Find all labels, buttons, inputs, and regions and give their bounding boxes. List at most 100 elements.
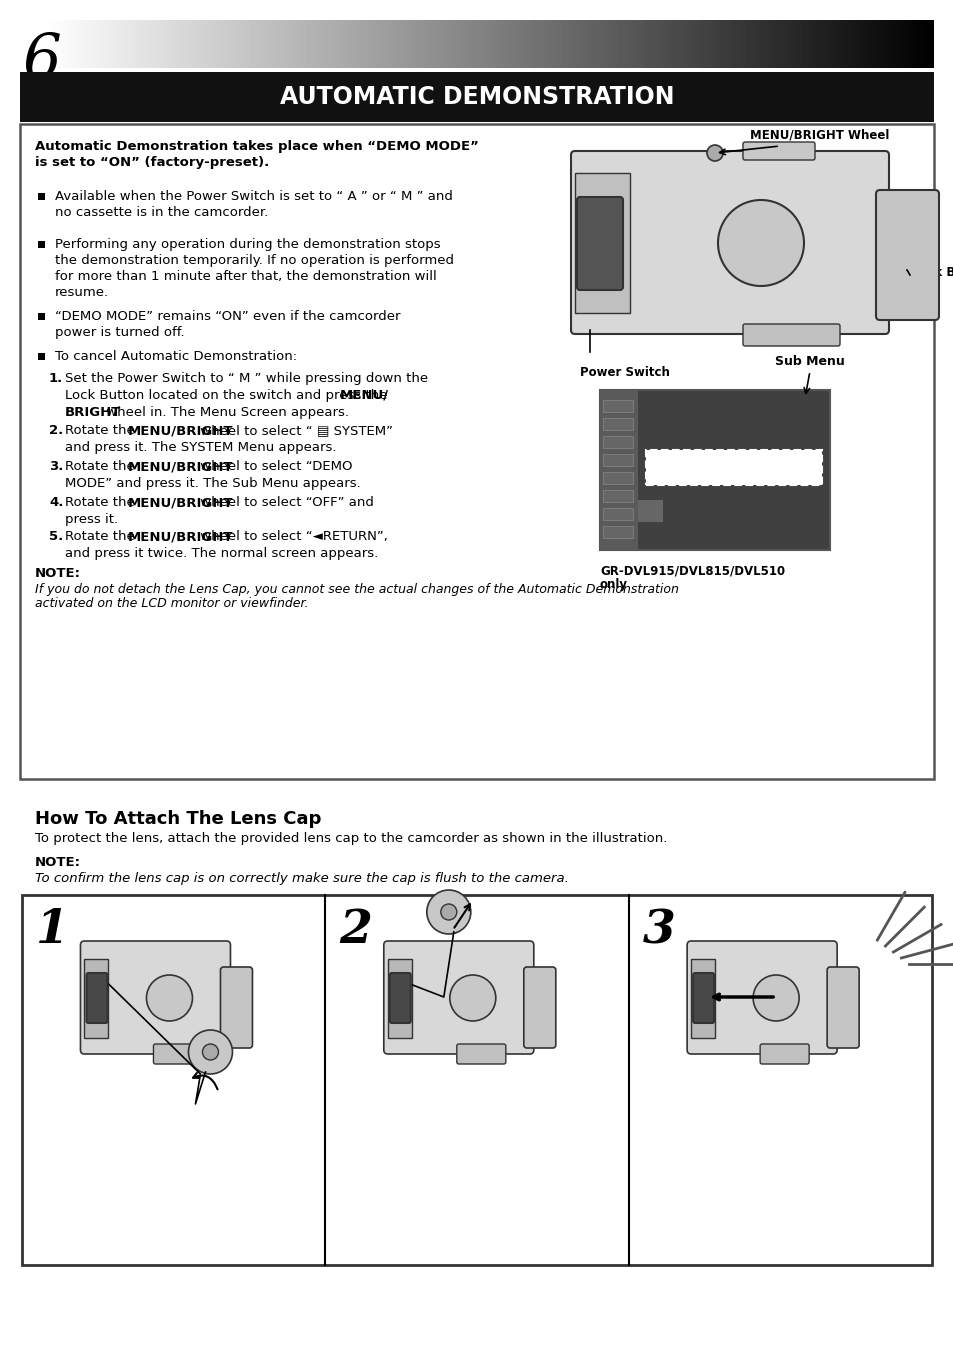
Text: Rotate the: Rotate the <box>65 530 139 543</box>
Bar <box>38 313 45 320</box>
Bar <box>602 400 633 412</box>
Text: NOTE:: NOTE: <box>35 856 81 869</box>
Text: 3.: 3. <box>49 459 63 473</box>
Bar <box>22 896 931 1266</box>
Bar <box>38 241 45 248</box>
Text: MENU/BRIGHT: MENU/BRIGHT <box>128 496 233 509</box>
Text: wheel to select “ ▤ SYSTEM”: wheel to select “ ▤ SYSTEM” <box>195 424 392 438</box>
Text: If you do not detach the Lens Cap, you cannot see the actual changes of the Auto: If you do not detach the Lens Cap, you c… <box>35 583 679 596</box>
Text: To confirm the lens cap is on correctly make sure the cap is flush to the camera: To confirm the lens cap is on correctly … <box>35 873 568 885</box>
FancyBboxPatch shape <box>686 940 836 1054</box>
FancyBboxPatch shape <box>153 1043 202 1064</box>
Bar <box>645 450 821 485</box>
Circle shape <box>752 976 799 1022</box>
Circle shape <box>440 904 456 920</box>
Text: 2.: 2. <box>49 424 63 438</box>
Bar <box>20 125 933 779</box>
Text: only: only <box>599 579 627 591</box>
FancyBboxPatch shape <box>571 150 888 333</box>
Text: for more than 1 minute after that, the demonstration will: for more than 1 minute after that, the d… <box>55 270 436 283</box>
Circle shape <box>189 1030 233 1075</box>
FancyBboxPatch shape <box>875 190 938 320</box>
Circle shape <box>147 976 193 1022</box>
FancyBboxPatch shape <box>760 1043 808 1064</box>
Bar <box>602 491 633 501</box>
Text: MENU/BRIGHT: MENU/BRIGHT <box>128 459 233 473</box>
Text: MENU/BRIGHT Wheel: MENU/BRIGHT Wheel <box>749 127 888 141</box>
Text: 5.: 5. <box>49 530 63 543</box>
Text: MENU/BRIGHT: MENU/BRIGHT <box>128 530 233 543</box>
Text: “DEMO MODE” remains “ON” even if the camcorder: “DEMO MODE” remains “ON” even if the cam… <box>55 310 400 322</box>
FancyBboxPatch shape <box>577 196 622 290</box>
Bar <box>387 959 412 1038</box>
FancyBboxPatch shape <box>826 967 859 1047</box>
FancyBboxPatch shape <box>693 973 714 1023</box>
Text: is set to “ON” (factory-preset).: is set to “ON” (factory-preset). <box>35 156 269 169</box>
FancyBboxPatch shape <box>742 142 814 160</box>
Circle shape <box>426 890 471 934</box>
Text: BRIGHT: BRIGHT <box>65 406 121 419</box>
FancyBboxPatch shape <box>80 940 231 1054</box>
Circle shape <box>706 145 722 161</box>
Bar <box>602 436 633 449</box>
Text: To protect the lens, attach the provided lens cap to the camcorder as shown in t: To protect the lens, attach the provided… <box>35 832 667 846</box>
Bar <box>690 959 715 1038</box>
Text: Automatic Demonstration takes place when “DEMO MODE”: Automatic Demonstration takes place when… <box>35 140 478 153</box>
Text: power is turned off.: power is turned off. <box>55 327 185 339</box>
FancyBboxPatch shape <box>220 967 253 1047</box>
Bar <box>638 500 662 522</box>
Text: To cancel Automatic Demonstration:: To cancel Automatic Demonstration: <box>55 350 296 363</box>
Text: MENU/: MENU/ <box>339 389 388 402</box>
FancyBboxPatch shape <box>390 973 411 1023</box>
Bar <box>602 454 633 466</box>
Text: Lock Button: Lock Button <box>911 266 953 279</box>
Bar <box>599 390 829 550</box>
Text: Rotate the: Rotate the <box>65 496 139 509</box>
Bar <box>602 508 633 520</box>
FancyBboxPatch shape <box>523 967 556 1047</box>
Bar <box>85 959 109 1038</box>
Text: wheel to select “OFF” and: wheel to select “OFF” and <box>195 496 373 509</box>
Text: 3: 3 <box>642 906 675 953</box>
Text: wheel to select “DEMO: wheel to select “DEMO <box>195 459 352 473</box>
Text: GR-DVL915/DVL815/DVL510: GR-DVL915/DVL815/DVL510 <box>599 564 784 577</box>
Bar <box>599 390 638 550</box>
Text: wheel in. The Menu Screen appears.: wheel in. The Menu Screen appears. <box>102 406 349 419</box>
Text: and press it. The SYSTEM Menu appears.: and press it. The SYSTEM Menu appears. <box>65 440 336 454</box>
Text: 4.: 4. <box>49 496 63 509</box>
FancyBboxPatch shape <box>456 1043 505 1064</box>
FancyBboxPatch shape <box>383 940 534 1054</box>
Bar <box>575 173 629 313</box>
Text: 1.: 1. <box>49 373 63 385</box>
Bar <box>38 354 45 360</box>
Text: Set the Power Switch to “ M ” while pressing down the: Set the Power Switch to “ M ” while pres… <box>65 373 428 385</box>
Circle shape <box>449 976 496 1022</box>
Text: 2: 2 <box>339 906 372 953</box>
Text: Rotate the: Rotate the <box>65 424 139 438</box>
Text: 6: 6 <box>22 30 61 89</box>
Text: wheel to select “◄RETURN”,: wheel to select “◄RETURN”, <box>195 530 387 543</box>
Text: Power Switch: Power Switch <box>579 366 669 379</box>
Circle shape <box>718 201 803 286</box>
Bar <box>38 192 45 201</box>
Text: 1: 1 <box>36 906 69 953</box>
Text: press it.: press it. <box>65 514 118 526</box>
Text: and press it twice. The normal screen appears.: and press it twice. The normal screen ap… <box>65 547 377 560</box>
Bar <box>602 526 633 538</box>
Text: Sub Menu: Sub Menu <box>774 355 844 369</box>
Bar <box>602 417 633 430</box>
Text: AUTOMATIC DEMONSTRATION: AUTOMATIC DEMONSTRATION <box>279 85 674 108</box>
Text: MENU/BRIGHT: MENU/BRIGHT <box>128 424 233 438</box>
Bar <box>20 72 933 122</box>
Bar <box>602 472 633 484</box>
Text: MODE” and press it. The Sub Menu appears.: MODE” and press it. The Sub Menu appears… <box>65 477 360 491</box>
FancyBboxPatch shape <box>87 973 108 1023</box>
FancyBboxPatch shape <box>742 324 840 346</box>
Text: Performing any operation during the demonstration stops: Performing any operation during the demo… <box>55 238 440 251</box>
Circle shape <box>202 1043 218 1060</box>
Text: no cassette is in the camcorder.: no cassette is in the camcorder. <box>55 206 268 220</box>
Text: the demonstration temporarily. If no operation is performed: the demonstration temporarily. If no ope… <box>55 253 454 267</box>
Text: Available when the Power Switch is set to “ A ” or “ M ” and: Available when the Power Switch is set t… <box>55 190 453 203</box>
Text: How To Attach The Lens Cap: How To Attach The Lens Cap <box>35 810 321 828</box>
Text: activated on the LCD monitor or viewfinder.: activated on the LCD monitor or viewfind… <box>35 598 308 610</box>
